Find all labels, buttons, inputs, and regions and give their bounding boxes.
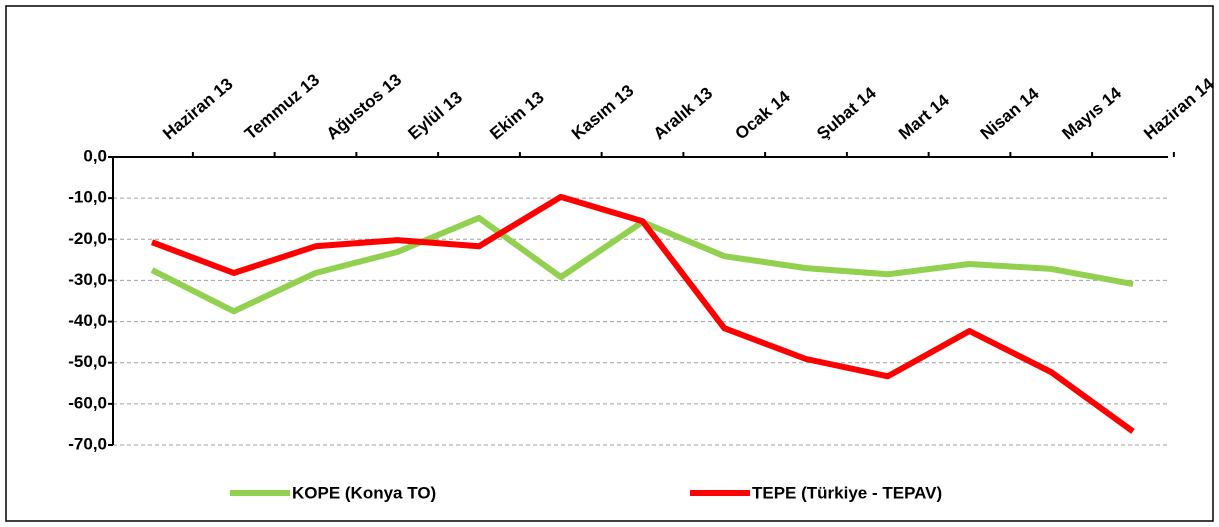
y-tick-label: -30,0 xyxy=(68,270,107,289)
y-tick-label: -60,0 xyxy=(68,393,107,412)
y-tick-label: 0,0 xyxy=(83,146,107,165)
y-tick-label: -10,0 xyxy=(68,188,107,207)
y-tick-label: -50,0 xyxy=(68,352,107,371)
chart-border xyxy=(5,5,1214,522)
y-tick-label: -20,0 xyxy=(68,229,107,248)
y-tick-label: -70,0 xyxy=(68,434,107,453)
y-tick-label: -40,0 xyxy=(68,311,107,330)
legend-label: TEPE (Türkiye - TEPAV) xyxy=(752,483,942,502)
line-series xyxy=(150,193,1135,434)
legend-label: KOPE (Konya TO) xyxy=(292,483,436,502)
